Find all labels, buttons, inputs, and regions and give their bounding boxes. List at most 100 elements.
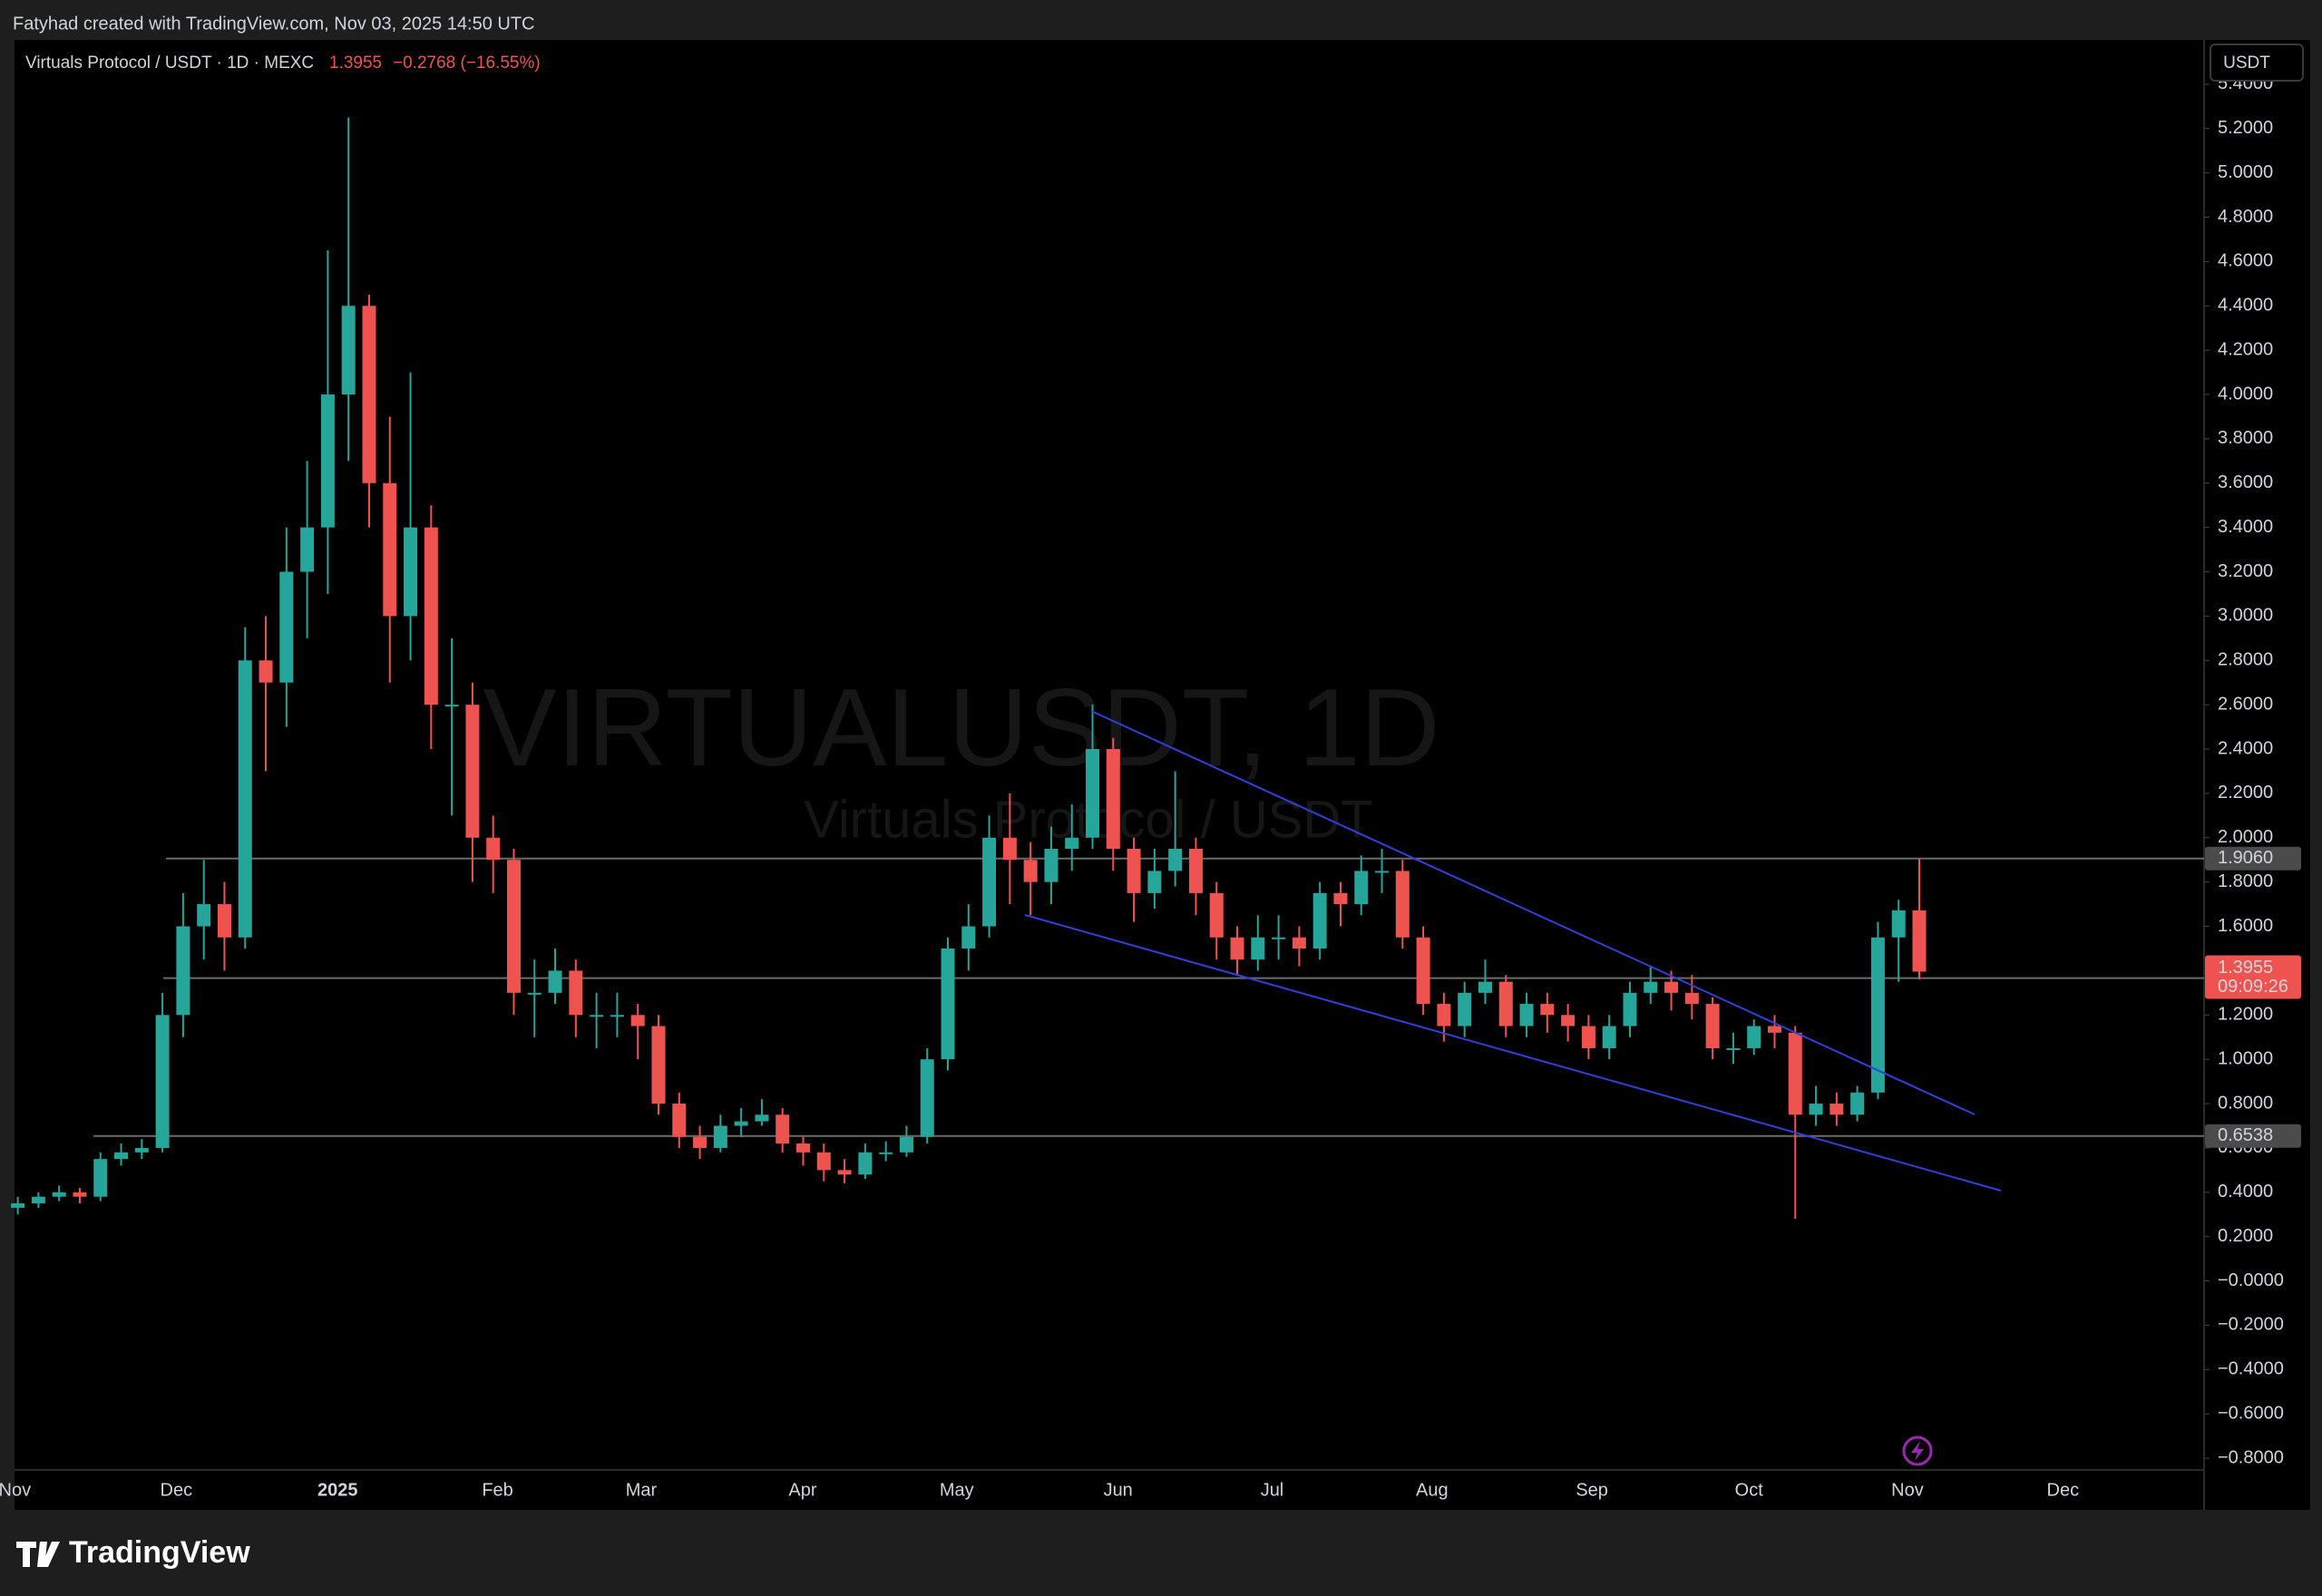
trend-line-lower[interactable] <box>1024 914 2002 1192</box>
candle-body <box>1044 848 1059 882</box>
candle-body <box>651 1026 666 1105</box>
candle-body <box>982 837 997 927</box>
x-tick-label: Jun <box>1104 1480 1133 1500</box>
candle-body <box>52 1192 66 1197</box>
candle-body <box>362 306 376 483</box>
x-tick-label: Dec <box>161 1480 193 1500</box>
candle-body <box>1106 749 1120 849</box>
candle-body <box>1809 1104 1823 1115</box>
currency-button[interactable] <box>2210 44 2304 82</box>
x-tick-label: Nov <box>1891 1480 1924 1500</box>
candle-body <box>1747 1026 1761 1048</box>
candle-body <box>693 1136 707 1148</box>
candle-body <box>1912 910 1927 972</box>
y-tick-label: 4.8000 <box>2218 207 2273 227</box>
candle-body <box>444 705 459 707</box>
candle-body <box>1788 1032 1802 1115</box>
candle-body <box>1292 937 1306 949</box>
level-label: 1.9060 <box>2218 848 2273 868</box>
alert-icon[interactable] <box>1902 1435 1933 1466</box>
candle-body <box>941 948 955 1060</box>
candle-body <box>1209 892 1224 938</box>
y-tick-label: 5.0000 <box>2218 162 2273 182</box>
candle-body <box>1602 1026 1616 1048</box>
candle-body <box>858 1152 873 1175</box>
last-price-label: 1.3955 <box>2218 958 2273 978</box>
candle-body <box>1540 1004 1555 1016</box>
x-tick-label: Aug <box>1416 1480 1449 1500</box>
candle-body <box>920 1059 934 1137</box>
attribution: Fatyhad created with TradingView.com, No… <box>13 14 535 34</box>
legend-symbol: Virtuals Protocol / USDT · 1D · MEXC <box>25 54 314 73</box>
candle-body <box>1354 871 1369 905</box>
candle-body <box>610 1015 624 1017</box>
candle-body <box>155 1015 170 1148</box>
candle-body <box>1147 871 1162 893</box>
currency-label[interactable]: USDT <box>2223 54 2270 73</box>
plot: −0.8000 −0.6000 −0.4000 −0.2000 −0.0000 0.200… <box>0 73 2284 1500</box>
candle-body <box>134 1147 149 1153</box>
candle-body <box>1065 837 1079 849</box>
level-label-box <box>2205 1124 2301 1148</box>
candle-body <box>1561 1015 1576 1027</box>
x-tick-label: Dec <box>2047 1480 2080 1500</box>
trend-line-upper[interactable] <box>1090 710 1976 1115</box>
candle-body <box>197 904 211 927</box>
x-tick-label: Apr <box>788 1480 816 1500</box>
y-tick-label: 1.0000 <box>2218 1048 2273 1068</box>
candle-body <box>114 1152 129 1160</box>
candle-body <box>837 1170 852 1175</box>
candle-body <box>548 970 562 993</box>
candle-body <box>404 527 418 617</box>
y-tick-label: −0.8000 <box>2218 1447 2284 1467</box>
y-tick-label: 2.0000 <box>2218 827 2273 847</box>
candle-body <box>383 482 397 617</box>
candle-body <box>630 1015 645 1027</box>
candle-body <box>713 1125 727 1148</box>
candle-body <box>899 1136 913 1153</box>
y-tick-label: 3.2000 <box>2218 561 2273 581</box>
candle-body <box>506 860 521 993</box>
candle-body <box>734 1121 748 1126</box>
y-tick-label: 3.8000 <box>2218 428 2273 448</box>
y-tick-label: 3.6000 <box>2218 472 2273 492</box>
countdown: 09:09:26 <box>2218 977 2288 997</box>
brand-logo <box>16 1542 60 1567</box>
candle-body <box>11 1203 25 1208</box>
y-tick-label: −0.6000 <box>2218 1403 2284 1423</box>
y-tick-label: −0.2000 <box>2218 1315 2284 1335</box>
x-tick-label: Sep <box>1576 1480 1608 1500</box>
candle-body <box>1519 1004 1534 1027</box>
candle-body <box>1850 1092 1865 1115</box>
candle-body <box>31 1196 45 1204</box>
y-tick-label: 5.2000 <box>2218 118 2273 138</box>
candle-body <box>1230 937 1244 960</box>
candle-body <box>424 527 438 706</box>
y-tick-label: 1.2000 <box>2218 1005 2273 1025</box>
x-tick-label: Nov <box>0 1480 31 1500</box>
last-price-box <box>2205 955 2301 999</box>
candle-body <box>1478 981 1492 993</box>
y-tick-label: −0.4000 <box>2218 1359 2284 1379</box>
y-tick-label: 2.8000 <box>2218 650 2273 670</box>
candle-body <box>879 1152 893 1154</box>
level-label: 0.6538 <box>2218 1125 2273 1145</box>
candle-body <box>279 571 294 683</box>
candle-body <box>1437 1004 1451 1027</box>
candle-body <box>961 926 976 949</box>
y-tick-label: 1.6000 <box>2218 916 2273 936</box>
candle-body <box>1395 871 1410 938</box>
candle-body <box>176 926 190 1016</box>
candle-body <box>1623 992 1637 1027</box>
candle-body <box>1251 937 1265 960</box>
candle-body <box>73 1192 87 1197</box>
candle-body <box>217 904 231 938</box>
candle-body <box>486 837 501 861</box>
candle-body <box>465 705 480 838</box>
y-tick-label: 4.4000 <box>2218 296 2273 316</box>
level-label-box <box>2205 846 2301 871</box>
y-tick-label: 4.2000 <box>2218 339 2273 359</box>
y-tick-label: 0.2000 <box>2218 1226 2273 1246</box>
